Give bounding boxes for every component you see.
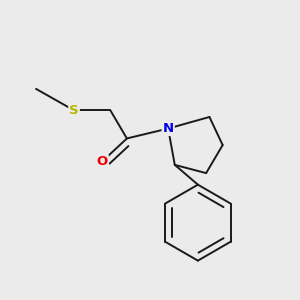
Text: O: O [97,155,108,168]
Text: S: S [69,104,79,117]
Text: N: N [163,122,174,135]
